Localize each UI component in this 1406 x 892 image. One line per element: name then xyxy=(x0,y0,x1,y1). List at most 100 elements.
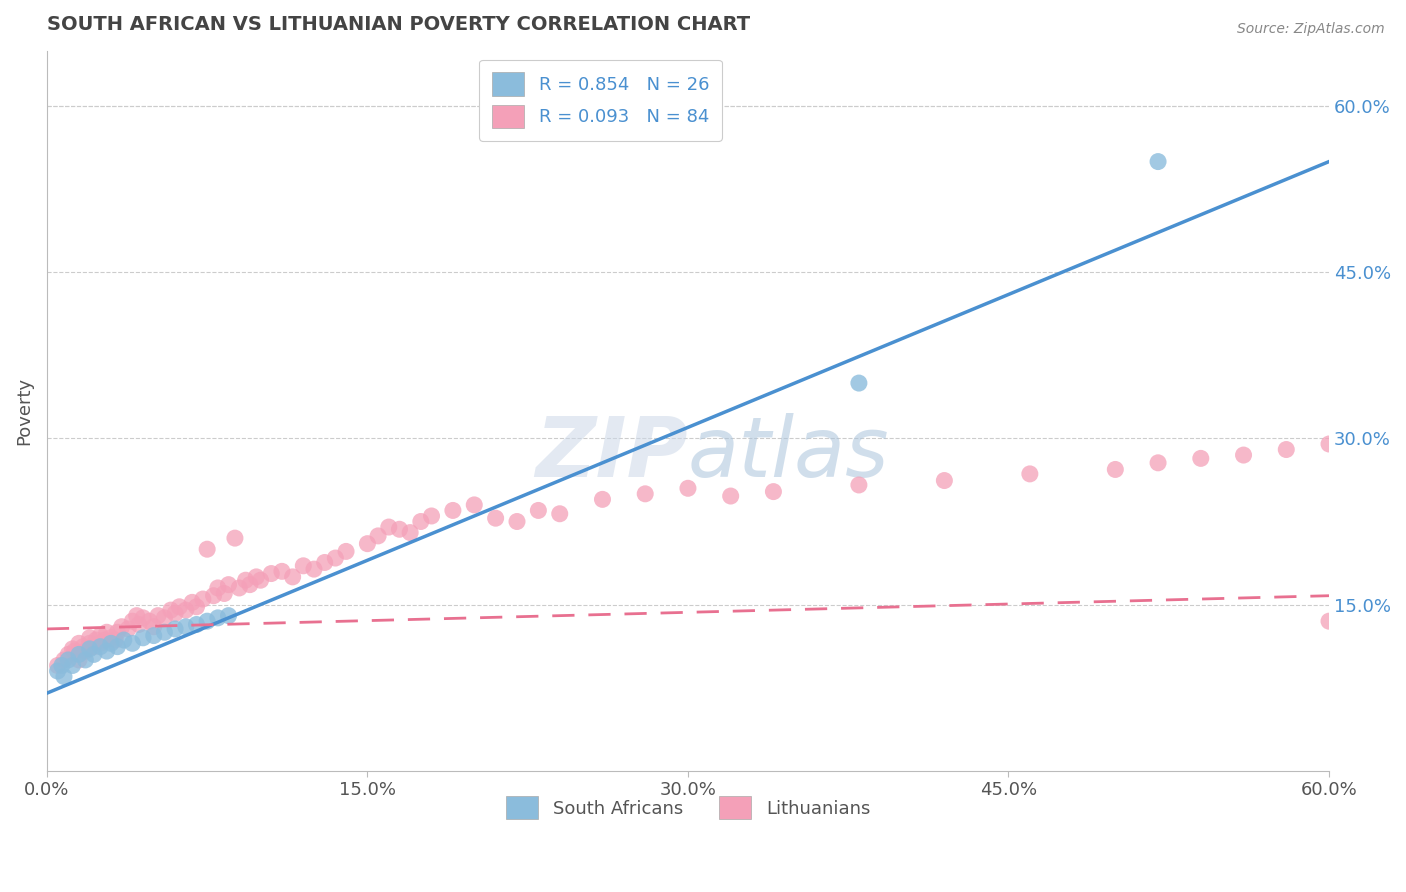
Point xyxy=(62,658,84,673)
Point xyxy=(165,622,187,636)
Point xyxy=(1018,467,1040,481)
Point xyxy=(100,631,122,645)
Point xyxy=(53,653,76,667)
Point xyxy=(153,625,176,640)
Point xyxy=(218,577,240,591)
Point xyxy=(292,558,315,573)
Point xyxy=(174,620,197,634)
Point xyxy=(186,617,208,632)
Point xyxy=(191,592,214,607)
Text: atlas: atlas xyxy=(688,414,890,494)
Point xyxy=(676,481,699,495)
Point xyxy=(53,669,76,683)
Point xyxy=(75,644,97,658)
Point xyxy=(96,644,118,658)
Point xyxy=(260,566,283,581)
Point xyxy=(281,570,304,584)
Point xyxy=(107,625,129,640)
Point xyxy=(169,599,191,614)
Point xyxy=(174,603,197,617)
Point xyxy=(181,595,204,609)
Point xyxy=(138,614,160,628)
Point xyxy=(1147,456,1170,470)
Point xyxy=(125,608,148,623)
Point xyxy=(195,614,218,628)
Point xyxy=(548,507,571,521)
Legend: South Africans, Lithuanians: South Africans, Lithuanians xyxy=(498,789,877,827)
Point xyxy=(121,614,143,628)
Point xyxy=(1104,462,1126,476)
Point xyxy=(485,511,508,525)
Point xyxy=(51,658,73,673)
Point xyxy=(506,515,529,529)
Point xyxy=(165,607,187,621)
Point xyxy=(463,498,485,512)
Point xyxy=(58,653,80,667)
Point xyxy=(46,658,69,673)
Point xyxy=(325,551,347,566)
Point xyxy=(314,556,336,570)
Text: Source: ZipAtlas.com: Source: ZipAtlas.com xyxy=(1237,22,1385,37)
Point xyxy=(89,636,111,650)
Point xyxy=(367,529,389,543)
Point xyxy=(239,577,262,591)
Point xyxy=(224,531,246,545)
Point xyxy=(146,608,169,623)
Point xyxy=(121,636,143,650)
Point xyxy=(848,376,870,390)
Point xyxy=(527,503,550,517)
Point xyxy=(46,664,69,678)
Point xyxy=(63,644,86,658)
Point xyxy=(249,573,271,587)
Point xyxy=(83,648,105,662)
Y-axis label: Poverty: Poverty xyxy=(15,376,32,445)
Point xyxy=(592,492,614,507)
Point xyxy=(1317,437,1340,451)
Point xyxy=(207,611,229,625)
Point xyxy=(1147,154,1170,169)
Point xyxy=(132,631,155,645)
Point xyxy=(271,565,294,579)
Point xyxy=(67,648,90,662)
Text: ZIP: ZIP xyxy=(536,414,688,494)
Point xyxy=(153,611,176,625)
Point xyxy=(75,653,97,667)
Point xyxy=(128,617,150,632)
Point xyxy=(67,636,90,650)
Point xyxy=(107,640,129,654)
Point xyxy=(848,478,870,492)
Point xyxy=(100,636,122,650)
Point xyxy=(212,586,235,600)
Point xyxy=(89,629,111,643)
Point xyxy=(93,633,115,648)
Point xyxy=(1275,442,1298,457)
Point xyxy=(441,503,464,517)
Point xyxy=(720,489,742,503)
Point xyxy=(112,633,135,648)
Point xyxy=(89,640,111,654)
Point xyxy=(186,599,208,614)
Point xyxy=(79,641,101,656)
Point xyxy=(388,522,411,536)
Point xyxy=(228,581,250,595)
Point xyxy=(195,542,218,557)
Point xyxy=(83,640,105,654)
Point xyxy=(335,544,357,558)
Point xyxy=(207,581,229,595)
Point xyxy=(111,620,134,634)
Point xyxy=(356,536,378,550)
Point xyxy=(1232,448,1254,462)
Point xyxy=(79,636,101,650)
Point xyxy=(117,622,139,636)
Point xyxy=(104,633,127,648)
Point xyxy=(67,653,90,667)
Point xyxy=(96,625,118,640)
Point xyxy=(378,520,401,534)
Point xyxy=(142,629,165,643)
Point xyxy=(235,573,257,587)
Point xyxy=(79,631,101,645)
Point xyxy=(1317,614,1340,628)
Point xyxy=(84,633,107,648)
Point xyxy=(159,603,181,617)
Point xyxy=(202,589,225,603)
